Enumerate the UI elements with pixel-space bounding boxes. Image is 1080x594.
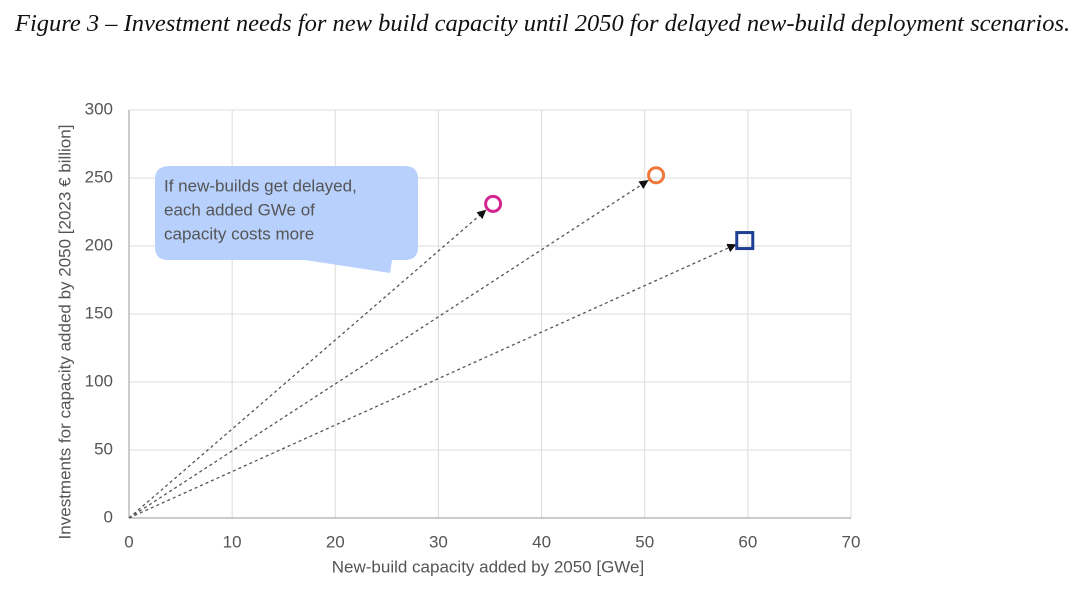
arrow: [128, 209, 487, 519]
x-tick-label: 50: [635, 532, 654, 551]
callout: [155, 166, 418, 273]
point: [735, 231, 755, 251]
annotation: If new-builds get delayed,: [164, 176, 357, 195]
arrow: [128, 179, 649, 519]
y-tick-label: 200: [85, 235, 113, 254]
annotation: each added GWe of: [164, 200, 315, 219]
chart-title: Figure 3 – Investment needs for new buil…: [15, 10, 1071, 37]
arrow: [128, 243, 737, 519]
y-tick-label: 150: [85, 303, 113, 322]
x-tick-label: 30: [429, 532, 448, 551]
x-tick-label: 10: [223, 532, 242, 551]
x-tick-label: 20: [326, 532, 345, 551]
y-tick-label: 300: [85, 99, 113, 118]
point: [484, 194, 503, 213]
y-tick-label: 250: [85, 167, 113, 186]
x-tick-label: 70: [842, 532, 861, 551]
y-tick-label: 0: [104, 507, 113, 526]
x-tick-label: 0: [124, 532, 133, 551]
y-axis-label: Investments for capacity added by 2050 […: [55, 125, 74, 540]
x-axis-label: New-build capacity added by 2050 [GWe]: [332, 557, 644, 576]
y-tick-label: 100: [85, 371, 113, 390]
x-tick-label: 60: [738, 532, 757, 551]
x-tick-label: 40: [532, 532, 551, 551]
y-tick-label: 50: [94, 439, 113, 458]
annotation: capacity costs more: [164, 224, 314, 243]
point: [647, 166, 666, 185]
